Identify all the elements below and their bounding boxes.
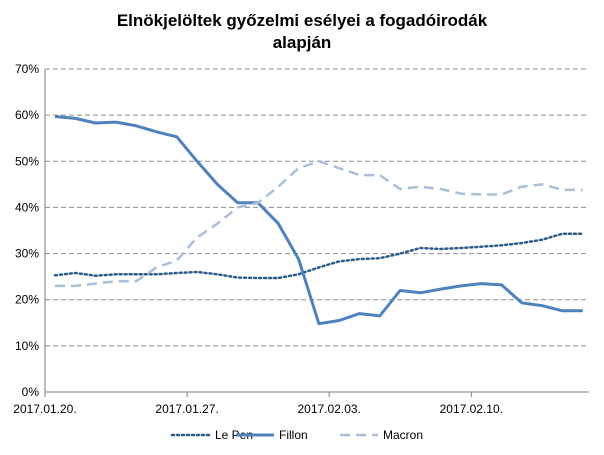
- y-tick-label: 10%: [15, 339, 39, 353]
- y-tick-label: 20%: [15, 293, 39, 307]
- series-line-fillon: [54, 115, 583, 326]
- axes: [44, 69, 589, 397]
- y-tick-labels: 0% 10% 20% 30% 40% 50% 60% 70%: [15, 62, 39, 399]
- gridlines: [45, 68, 589, 347]
- series-lines: [53, 115, 585, 326]
- x-tick-label: 2017.01.20.: [13, 402, 76, 416]
- legend: Le Pen Fillon Macron: [170, 428, 423, 442]
- y-tick-label: 0%: [22, 385, 40, 399]
- x-tick-label: 2017.02.03.: [297, 402, 360, 416]
- y-tick-label: 40%: [15, 200, 39, 214]
- legend-label-fillon: Fillon: [279, 428, 308, 442]
- chart-title-line-1: Elnökjelöltek győzelmi esélyei a fogadói…: [116, 11, 488, 30]
- y-tick-label: 60%: [15, 108, 39, 122]
- y-tick-label: 30%: [15, 247, 39, 261]
- legend-label-macron: Macron: [383, 428, 423, 442]
- legend-label-le-pen: Le Pen: [215, 428, 253, 442]
- series-line-macron: [55, 160, 583, 288]
- x-tick-label: 2017.02.10.: [440, 402, 503, 416]
- x-tick-label: 2017.01.27.: [155, 402, 218, 416]
- x-tick-labels: 2017.01.20. 2017.01.27. 2017.02.03. 2017.02…: [13, 402, 503, 416]
- chart-title-line-2: alapján: [272, 33, 332, 52]
- series-line-le-pen: [53, 232, 585, 280]
- chart-title: Elnökjelöltek győzelmi esélyei a fogadói…: [0, 10, 604, 54]
- y-tick-label: 50%: [15, 154, 39, 168]
- y-tick-label: 70%: [15, 62, 39, 76]
